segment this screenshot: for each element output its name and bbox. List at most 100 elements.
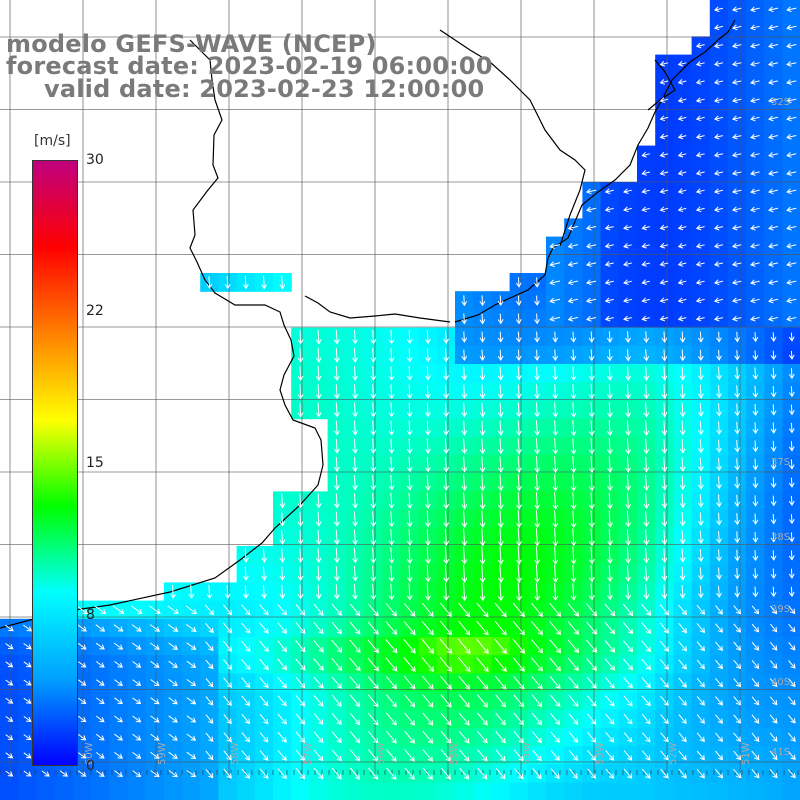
- wind-arrow: [333, 420, 340, 436]
- wind-arrow: [315, 384, 322, 400]
- wind-arrow: [349, 731, 361, 744]
- wind-arrow: [623, 750, 633, 761]
- wind-arrow: [734, 331, 741, 343]
- wind-arrow: [477, 749, 488, 762]
- wind-arrow: [550, 749, 560, 762]
- wind-arrow: [623, 224, 632, 231]
- wind-arrow: [716, 385, 722, 399]
- wind-arrow: [443, 384, 450, 399]
- wind-arrow: [461, 313, 468, 325]
- wind-arrow: [370, 511, 377, 528]
- wind-arrow: [515, 438, 522, 455]
- wind-arrow: [515, 402, 522, 418]
- wind-arrow: [479, 546, 486, 565]
- wind-arrow: [96, 697, 105, 705]
- wind-arrow: [352, 420, 359, 436]
- wind-arrow: [588, 528, 595, 547]
- wind-arrow: [696, 677, 705, 688]
- wind-arrow: [349, 749, 361, 762]
- wind-arrow: [277, 768, 287, 780]
- wind-arrow: [458, 694, 470, 708]
- wind-arrow: [388, 384, 395, 400]
- wind-arrow: [23, 697, 32, 704]
- wind-arrow: [77, 661, 87, 668]
- wind-arrow: [606, 583, 613, 601]
- wind-arrow: [552, 438, 559, 455]
- wind-arrow: [678, 732, 687, 743]
- wind-arrow: [788, 714, 796, 724]
- wind-arrow: [95, 624, 106, 632]
- wind-arrow: [443, 456, 450, 473]
- wind-arrow: [421, 657, 434, 672]
- wind-arrow: [241, 677, 251, 689]
- wind-arrow: [297, 493, 304, 509]
- wind-arrow: [623, 695, 633, 707]
- colorbar-label-30: 30: [86, 152, 104, 168]
- wind-arrow: [440, 712, 452, 726]
- wind-speed-cell: [546, 782, 565, 800]
- colorbar-label-8: 8: [86, 607, 95, 623]
- wind-arrow: [588, 384, 595, 400]
- wind-arrow: [788, 350, 795, 360]
- wind-arrow: [497, 492, 504, 510]
- wind-arrow: [567, 603, 580, 617]
- wind-arrow: [534, 492, 541, 510]
- wind-arrow: [715, 696, 724, 706]
- longitude-label: 53W: [595, 742, 606, 765]
- wind-arrow: [788, 568, 795, 579]
- wind-arrow: [713, 79, 724, 85]
- wind-arrow: [385, 675, 397, 690]
- wind-speed-cell: [327, 782, 347, 800]
- wind-arrow: [713, 115, 724, 122]
- wind-arrow: [205, 659, 214, 670]
- wind-arrow: [279, 493, 286, 509]
- wind-speed-cell: [72, 782, 92, 800]
- wind-arrow: [497, 510, 504, 529]
- wind-arrow: [731, 297, 742, 304]
- wind-arrow: [279, 566, 286, 581]
- wind-arrow: [786, 297, 797, 304]
- wind-arrow: [585, 206, 597, 213]
- wind-arrow: [659, 640, 669, 652]
- wind-arrow: [550, 731, 560, 744]
- wind-arrow: [515, 295, 522, 307]
- wind-arrow: [331, 731, 342, 744]
- wind-arrow: [679, 384, 686, 399]
- wind-arrow: [661, 402, 668, 418]
- wind-arrow: [224, 584, 231, 599]
- wind-arrow: [5, 734, 14, 741]
- wind-arrow: [769, 660, 778, 669]
- wind-arrow: [259, 622, 269, 634]
- wind-arrow: [331, 749, 342, 762]
- wind-arrow: [259, 732, 269, 743]
- wind-arrow: [512, 602, 525, 618]
- wind-arrow: [476, 602, 489, 618]
- wind-arrow: [733, 750, 742, 761]
- wind-arrow: [586, 713, 597, 725]
- wind-arrow: [697, 475, 704, 490]
- wind-arrow: [333, 475, 340, 491]
- longitude-label: 57W: [303, 742, 314, 765]
- wind-arrow: [388, 493, 395, 509]
- wind-arrow: [661, 584, 668, 600]
- wind-arrow: [349, 657, 361, 672]
- wind-arrow: [368, 749, 379, 762]
- wind-arrow: [385, 657, 398, 672]
- wind-arrow: [370, 547, 377, 564]
- wind-arrow: [641, 677, 651, 689]
- wind-arrow: [515, 384, 522, 400]
- wind-arrow: [313, 749, 324, 762]
- wind-arrow: [295, 731, 306, 743]
- wind-arrow: [352, 584, 359, 600]
- wind-arrow: [607, 565, 613, 583]
- wind-arrow: [677, 206, 687, 213]
- wind-arrow: [461, 295, 468, 307]
- wind-arrow: [788, 477, 795, 488]
- wind-arrow: [186, 660, 197, 668]
- wind-arrow: [643, 420, 650, 436]
- wind-arrow: [715, 714, 723, 724]
- wind-arrow: [23, 642, 32, 650]
- wind-arrow: [752, 385, 759, 398]
- wind-arrow: [315, 366, 322, 382]
- wind-arrow: [349, 639, 361, 654]
